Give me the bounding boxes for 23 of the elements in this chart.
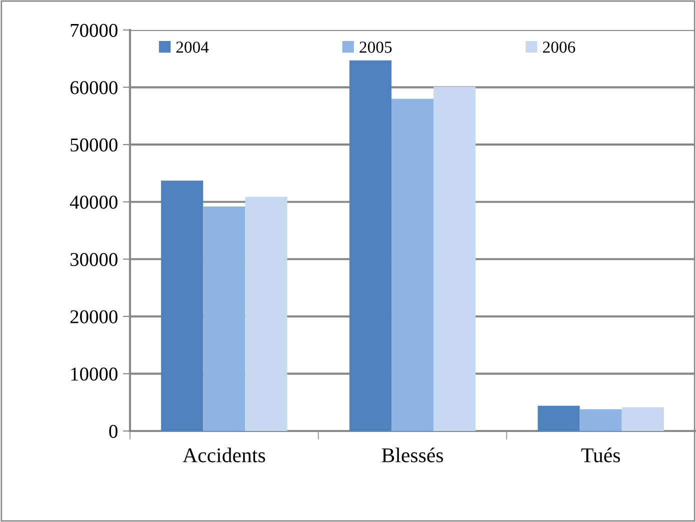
y-tick-label: 10000 <box>71 368 118 381</box>
legend-label: 2006 <box>543 42 576 53</box>
x-tick-label: Accidents <box>182 448 266 462</box>
bar <box>538 406 580 431</box>
y-tick-label: 30000 <box>70 252 118 266</box>
x-tick-label: Blessés <box>382 448 443 462</box>
bar <box>434 86 476 431</box>
bar <box>203 206 246 431</box>
bar <box>391 98 434 431</box>
bar <box>349 60 392 431</box>
bar <box>622 407 664 431</box>
bar <box>580 409 622 431</box>
bar <box>245 196 288 431</box>
y-tick-label: 0 <box>109 424 118 438</box>
x-tick-label: Tués <box>581 448 620 462</box>
y-tick-label: 50000 <box>70 138 118 152</box>
y-tick-label: 20000 <box>70 310 118 324</box>
bar <box>161 180 204 431</box>
legend-label: 2005 <box>360 42 392 53</box>
y-tick-label: 60000 <box>70 81 118 94</box>
legend-label: 2004 <box>176 42 209 53</box>
y-tick-label: 40000 <box>70 196 118 209</box>
y-tick-label: 70000 <box>70 24 118 37</box>
